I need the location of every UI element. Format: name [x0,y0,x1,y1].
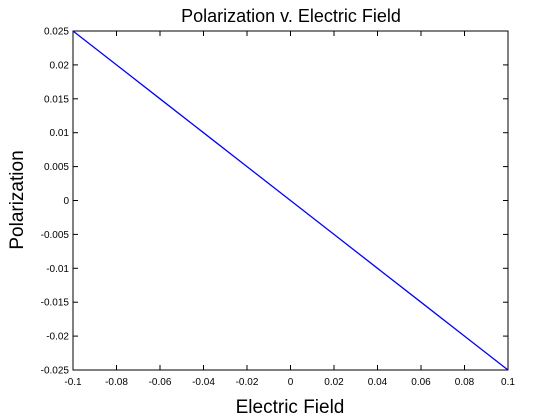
y-axis-label: Polarization [7,150,28,249]
x-tick-label: 0.1 [501,377,515,388]
y-tick-label: -0.005 [41,230,70,241]
y-tick-label: -0.025 [41,366,70,377]
y-tick-label: 0.02 [50,60,70,71]
x-tick-label: 0.08 [455,377,475,388]
y-tick-label: -0.015 [41,298,70,309]
y-tick-label: 0 [63,196,69,207]
y-tick-label: 0.025 [44,27,69,38]
x-axis: -0.1 -0.08 -0.06 -0.04 -0.02 0 0.02 0.04 0.06 0.0… [64,31,515,388]
y-tick-label: 0.005 [44,162,69,173]
x-axis-label: Electric Field [236,397,345,418]
x-tick-label: 0 [288,377,294,388]
series-layer [72,30,509,371]
x-tick-label: -0.08 [105,377,128,388]
y-axis: -0.025 -0.02 -0.015 -0.01 -0.005 0 0.005 0.01 0.… [41,27,508,377]
x-tick-label: 0.04 [368,377,388,388]
x-tick-label: -0.04 [192,377,215,388]
y-tick-label: 0.01 [50,128,70,139]
chart-title: Polarization v. Electric Field [181,6,401,26]
x-tick-label: 0.06 [411,377,431,388]
x-tick-label: -0.02 [236,377,259,388]
y-tick-label: 0.015 [44,94,69,105]
y-tick-label: -0.01 [46,264,69,275]
x-tick-label: -0.06 [149,377,172,388]
y-tick-label: -0.02 [46,332,69,343]
x-tick-label: -0.1 [64,377,82,388]
series-line-0 [72,30,509,371]
x-tick-label: 0.02 [324,377,344,388]
